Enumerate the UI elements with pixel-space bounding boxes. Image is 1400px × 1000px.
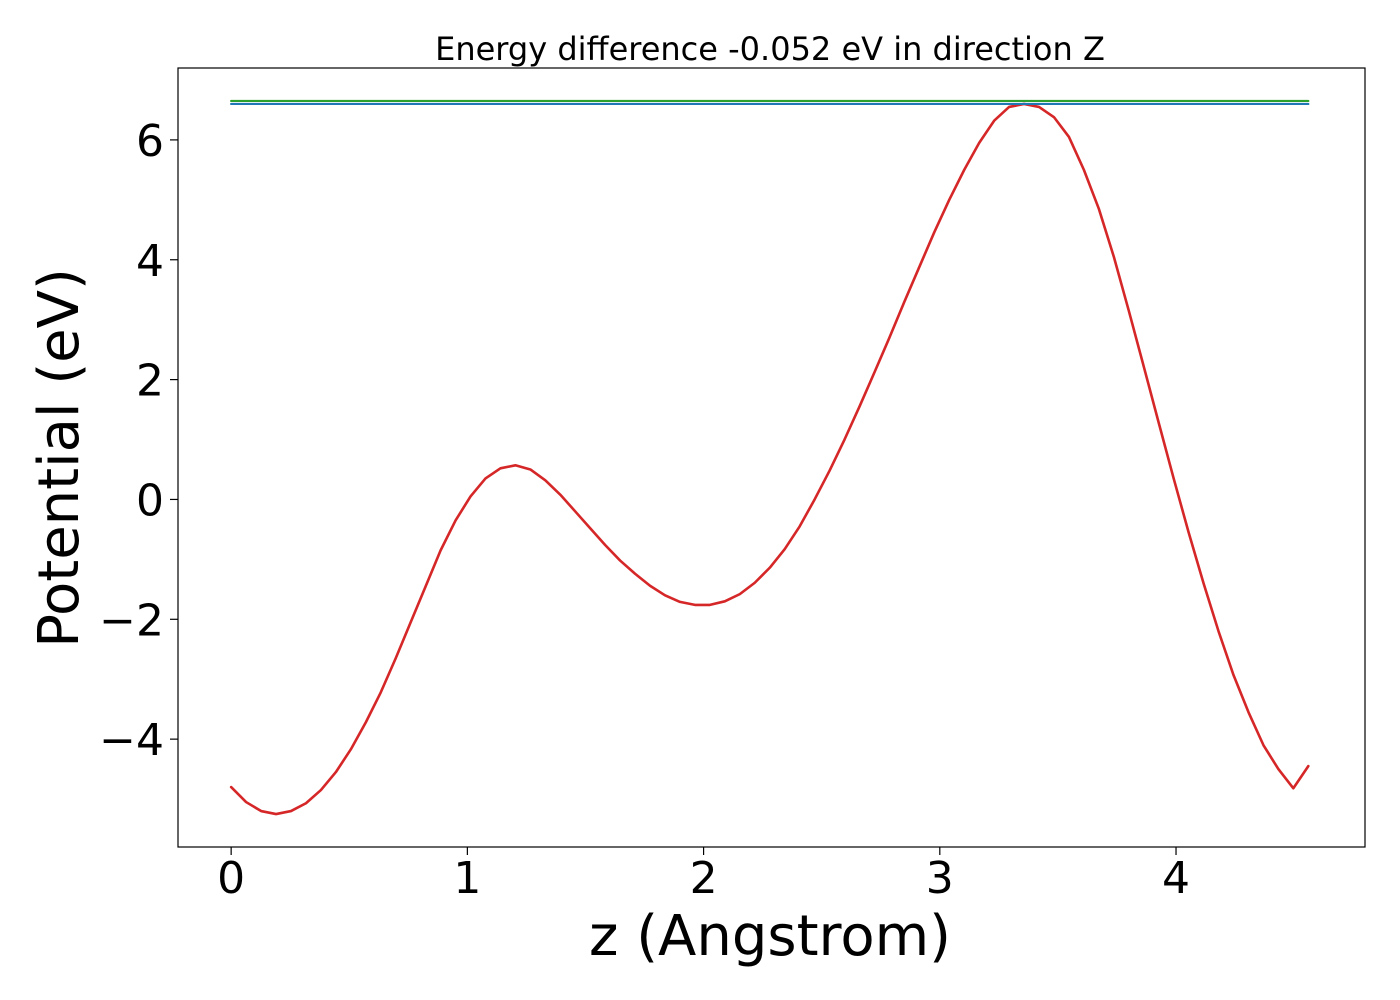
x-tick-label: 3 [926, 853, 954, 904]
y-axis: −4 −2 0 2 4 6 [99, 116, 178, 766]
y-tick-label: 2 [136, 356, 164, 407]
series-line-0 [229, 102, 1310, 816]
y-tick-label: 6 [136, 116, 164, 167]
chart-title: Energy difference -0.052 eV in direction… [435, 30, 1105, 68]
x-axis-label: z (Angstrom) [589, 904, 951, 969]
y-tick-label: 0 [136, 475, 164, 526]
x-tick-label: 4 [1162, 853, 1190, 904]
y-tick-label: −4 [99, 715, 164, 766]
plot-frame [177, 67, 1366, 848]
series-layer [229, 99, 1310, 816]
x-tick-label: 0 [217, 853, 245, 904]
x-axis: 0 1 2 3 4 [217, 847, 1190, 904]
y-tick-label: −2 [99, 595, 164, 646]
y-tick-label: 4 [136, 236, 164, 287]
x-tick-label: 1 [453, 853, 481, 904]
y-axis-label: Potential (eV) [27, 268, 92, 648]
x-tick-label: 2 [690, 853, 718, 904]
